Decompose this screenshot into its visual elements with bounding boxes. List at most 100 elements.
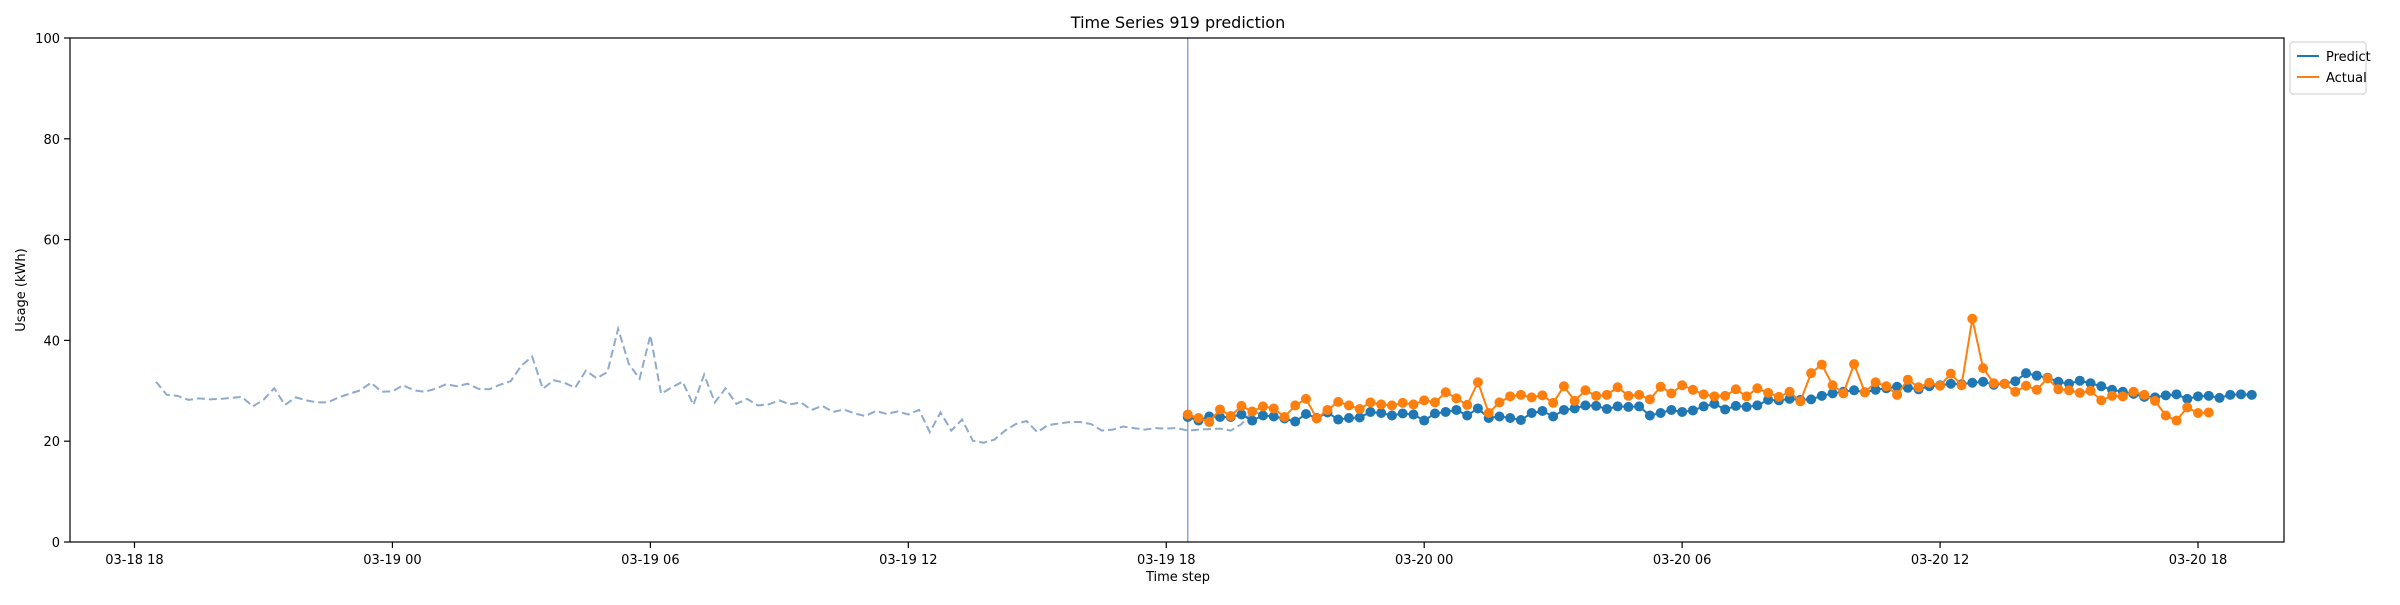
data-point-actual (1558, 381, 1569, 392)
data-point-actual (1763, 387, 1774, 398)
data-point-predict (1601, 403, 1612, 414)
data-point-predict (2171, 389, 2182, 400)
legend-label-actual: Actual (2326, 71, 2367, 86)
data-point-actual (1612, 382, 1623, 393)
data-point-actual (2031, 384, 2042, 395)
data-point-predict (1978, 376, 1989, 387)
data-point-actual (1730, 384, 1741, 395)
data-point-actual (1505, 391, 1516, 402)
data-point-predict (2160, 390, 2171, 401)
data-point-predict (1376, 407, 1387, 418)
data-point-actual (1548, 397, 1559, 408)
data-point-actual (1429, 397, 1440, 408)
y-tick-label: 0 (52, 536, 60, 551)
data-point-predict (1247, 415, 1258, 426)
x-tick-label: 03-20 06 (1653, 553, 1711, 568)
data-point-actual (1225, 411, 1236, 421)
data-point-predict (2096, 381, 2107, 392)
data-point-actual (1709, 391, 1720, 402)
data-point-predict (1623, 401, 1634, 412)
data-point-actual (1924, 377, 1935, 388)
data-point-predict (1472, 403, 1483, 414)
data-point-actual (1838, 388, 1849, 399)
data-point-actual (1795, 396, 1806, 407)
data-point-predict (1849, 385, 1860, 396)
data-point-actual (1892, 389, 1903, 400)
plot-frame (69, 37, 2285, 543)
data-point-actual (1634, 389, 1645, 400)
data-point-actual (1644, 394, 1655, 405)
data-point-predict (1515, 415, 1526, 426)
data-point-actual (1580, 385, 1591, 396)
data-point-actual (2096, 395, 2107, 406)
x-tick-label: 03-19 00 (363, 553, 421, 568)
data-point-actual (1472, 377, 1483, 388)
data-point-actual (1365, 397, 1376, 408)
data-point-predict (1365, 406, 1376, 417)
data-point-actual (1849, 359, 1860, 370)
data-point-predict (1268, 411, 1279, 422)
data-point-actual (1354, 403, 1365, 414)
data-point-actual (1698, 389, 1709, 400)
legend: Predict Actual (2289, 41, 2371, 95)
data-point-predict (1591, 400, 1602, 411)
data-point-actual (1935, 380, 1946, 391)
data-point-actual (1268, 403, 1279, 414)
data-point-predict (1257, 410, 1268, 421)
data-point-predict (2225, 389, 2236, 400)
data-point-predict (1408, 409, 1419, 420)
data-point-actual (2117, 391, 2128, 402)
data-point-actual (1859, 387, 1870, 398)
data-point-predict (1902, 382, 1913, 393)
data-point-actual (2160, 410, 2171, 421)
data-point-actual (1462, 399, 1473, 410)
data-point-actual (1182, 409, 1193, 420)
data-point-actual (2182, 402, 2193, 413)
data-point-actual (2107, 390, 2118, 401)
data-point-predict (2236, 389, 2247, 400)
data-point-actual (1773, 391, 1784, 402)
data-point-predict (1440, 406, 1451, 417)
data-point-predict (1612, 401, 1623, 412)
data-point-predict (1548, 411, 1559, 422)
data-point-predict (2085, 378, 2096, 389)
data-point-predict (1419, 415, 1430, 426)
data-point-actual (1902, 374, 1913, 385)
x-tick-label: 03-20 18 (2169, 553, 2227, 568)
data-point-actual (1204, 417, 1215, 428)
data-point-predict (1784, 393, 1795, 404)
plot-area (155, 38, 2257, 542)
data-point-actual (1569, 395, 1580, 406)
data-point-actual (1483, 407, 1494, 418)
data-point-actual (1408, 399, 1419, 410)
x-tick-label: 03-18 18 (105, 553, 163, 568)
data-point-predict (1827, 388, 1838, 399)
data-point-actual (1193, 413, 1204, 424)
data-point-actual (1591, 390, 1602, 401)
data-point-actual (1741, 391, 1752, 402)
data-point-actual (1956, 380, 1967, 391)
data-point-actual (1236, 400, 1247, 411)
data-point-actual (1515, 389, 1526, 400)
data-point-actual (1397, 397, 1408, 408)
data-point-actual (1623, 390, 1634, 401)
data-point-actual (1988, 378, 1999, 389)
data-point-actual (1440, 387, 1451, 398)
data-point-predict (1526, 407, 1537, 418)
x-tick-label: 03-19 12 (879, 553, 937, 568)
axes: 0 20 40 60 80 100 03-18 18 03-19 00 03-19 06 03-1… (35, 32, 2285, 568)
data-point-predict (1967, 377, 1978, 388)
data-point-predict (2053, 376, 2064, 387)
data-point-actual (1720, 390, 1731, 401)
data-point-actual (1999, 378, 2010, 389)
data-point-actual (1333, 396, 1344, 407)
data-point-actual (2042, 373, 2053, 384)
data-point-predict (2203, 390, 2214, 401)
data-point-predict (1655, 407, 1666, 418)
data-point-actual (1945, 368, 1956, 379)
data-point-predict (1763, 394, 1774, 405)
data-point-predict (1214, 412, 1225, 423)
data-point-predict (1343, 413, 1354, 424)
data-point-actual (1419, 395, 1430, 406)
